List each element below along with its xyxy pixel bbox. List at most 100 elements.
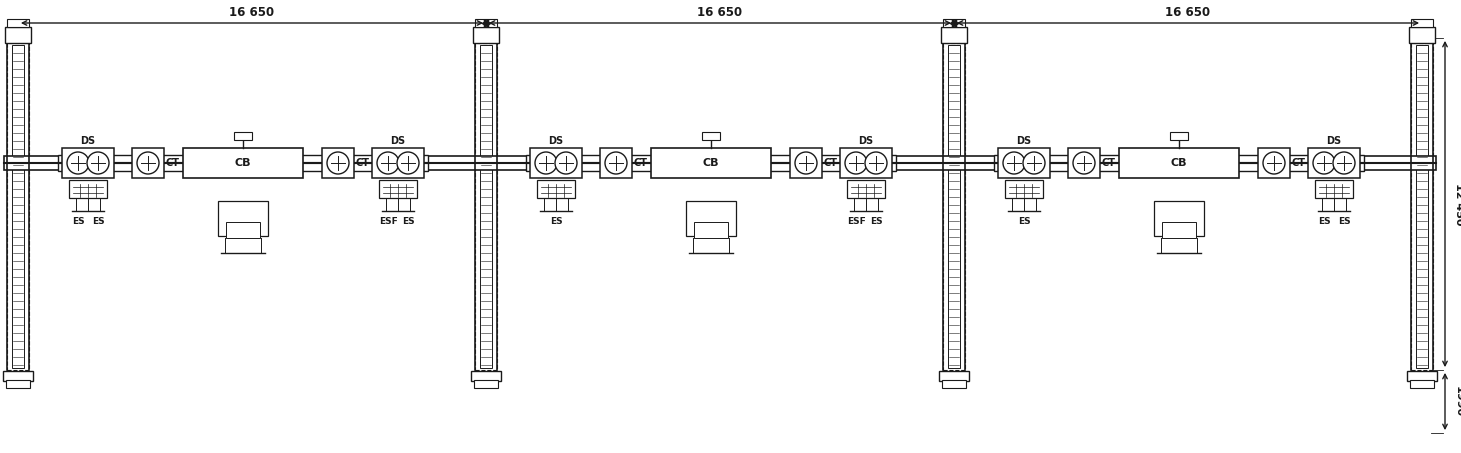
Bar: [7, 19, 29, 27]
Circle shape: [88, 152, 110, 174]
Bar: [701, 132, 720, 140]
Bar: [131, 148, 164, 178]
Bar: [652, 148, 771, 178]
Bar: [941, 27, 967, 43]
Bar: [1315, 180, 1353, 198]
Text: DS: DS: [548, 136, 564, 146]
Text: ES: ES: [1318, 217, 1331, 226]
Bar: [183, 148, 302, 178]
Text: CT: CT: [355, 158, 370, 168]
Bar: [1308, 148, 1360, 178]
Bar: [321, 148, 354, 178]
Bar: [1119, 148, 1239, 178]
Bar: [373, 148, 424, 178]
Circle shape: [844, 152, 866, 174]
Bar: [6, 380, 31, 388]
Bar: [470, 371, 501, 381]
Text: ES: ES: [549, 217, 562, 226]
Bar: [694, 222, 728, 238]
Bar: [1258, 148, 1290, 178]
Bar: [475, 43, 497, 370]
Text: ES: ES: [402, 217, 415, 226]
Bar: [3, 371, 34, 381]
Text: CT: CT: [165, 158, 180, 168]
Bar: [58, 155, 428, 171]
Text: ES: ES: [1338, 217, 1350, 226]
Bar: [1411, 43, 1433, 370]
Text: CT: CT: [1102, 158, 1115, 168]
Text: CT: CT: [633, 158, 647, 168]
Bar: [526, 155, 896, 171]
Text: CT: CT: [1292, 158, 1305, 168]
Text: 16 650: 16 650: [1166, 6, 1211, 19]
Bar: [790, 148, 823, 178]
Text: DS: DS: [390, 136, 406, 146]
Bar: [1005, 180, 1043, 198]
Text: ES: ES: [1018, 217, 1030, 226]
Text: DS: DS: [80, 136, 95, 146]
Circle shape: [377, 152, 399, 174]
Circle shape: [865, 152, 887, 174]
Bar: [847, 180, 885, 198]
Bar: [942, 19, 966, 27]
Bar: [840, 148, 893, 178]
Text: ES: ES: [92, 217, 104, 226]
Bar: [69, 180, 107, 198]
Bar: [998, 148, 1050, 178]
Bar: [538, 180, 576, 198]
Text: ESF: ESF: [378, 217, 397, 226]
Circle shape: [555, 152, 577, 174]
Bar: [942, 43, 966, 370]
Bar: [234, 132, 251, 140]
Bar: [12, 45, 23, 368]
Bar: [7, 43, 29, 370]
Bar: [61, 148, 114, 178]
Bar: [473, 27, 500, 43]
Circle shape: [1313, 152, 1335, 174]
Bar: [530, 148, 581, 178]
Text: 1990: 1990: [1454, 386, 1461, 417]
Text: DS: DS: [1017, 136, 1031, 146]
Circle shape: [327, 152, 349, 174]
Bar: [4, 27, 31, 43]
Bar: [378, 180, 416, 198]
Text: 16 650: 16 650: [697, 6, 742, 19]
Bar: [473, 380, 498, 388]
Circle shape: [1262, 152, 1286, 174]
Circle shape: [535, 152, 557, 174]
Bar: [218, 201, 267, 236]
Circle shape: [137, 152, 159, 174]
Bar: [948, 45, 960, 368]
Text: 12 450: 12 450: [1454, 183, 1461, 225]
Text: DS: DS: [859, 136, 874, 146]
Bar: [942, 380, 966, 388]
Bar: [1411, 19, 1433, 27]
Text: CT: CT: [823, 158, 837, 168]
Bar: [1408, 27, 1435, 43]
Text: CB: CB: [235, 158, 251, 168]
Text: ES: ES: [72, 217, 85, 226]
Bar: [1407, 371, 1438, 381]
Circle shape: [795, 152, 817, 174]
Bar: [475, 19, 497, 27]
Circle shape: [605, 152, 627, 174]
Bar: [939, 371, 969, 381]
Text: ESF: ESF: [846, 217, 865, 226]
Bar: [993, 155, 1365, 171]
Text: DS: DS: [1327, 136, 1341, 146]
Bar: [1410, 380, 1435, 388]
Bar: [1170, 132, 1188, 140]
Circle shape: [397, 152, 419, 174]
Circle shape: [1072, 152, 1094, 174]
Bar: [4, 156, 1436, 169]
Text: ES: ES: [869, 217, 882, 226]
Bar: [481, 45, 492, 368]
Text: CB: CB: [703, 158, 719, 168]
Bar: [1416, 45, 1427, 368]
Text: 16 650: 16 650: [229, 6, 275, 19]
Bar: [1068, 148, 1100, 178]
Circle shape: [1332, 152, 1354, 174]
Bar: [226, 222, 260, 238]
Circle shape: [67, 152, 89, 174]
Bar: [1154, 201, 1204, 236]
